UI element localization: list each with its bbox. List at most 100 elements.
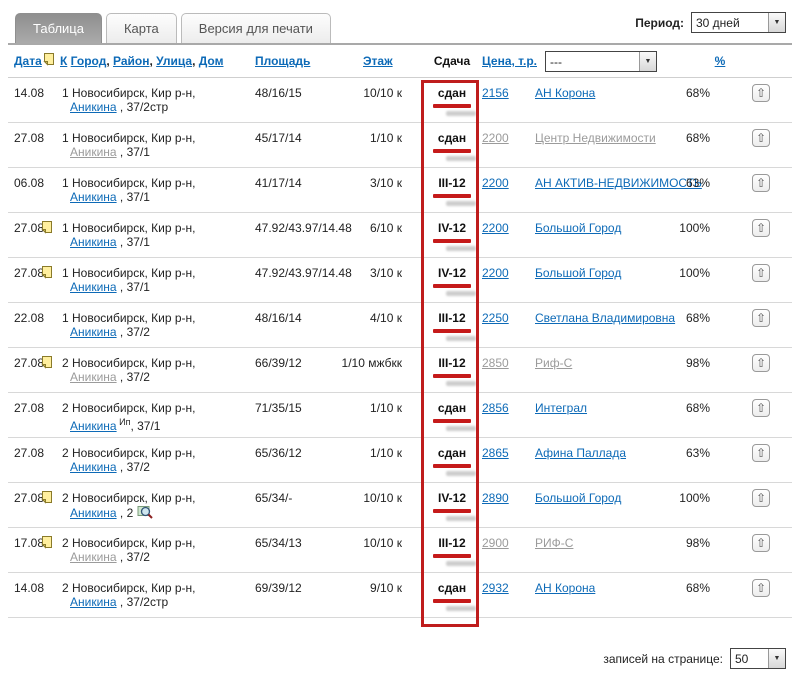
header-floor-link[interactable]: Этаж xyxy=(363,54,393,68)
photo-zoom-icon[interactable] xyxy=(137,506,153,520)
header-area-link[interactable]: Площадь xyxy=(255,54,311,68)
period-select-value: 30 дней xyxy=(696,16,740,30)
price-link[interactable]: 2900 xyxy=(482,536,509,550)
agency-link[interactable]: Большой Город xyxy=(535,491,622,505)
agency-filter-select[interactable]: --- ▼ xyxy=(545,51,657,72)
price-link[interactable]: 2156 xyxy=(482,86,509,100)
address-cell: 2 Новосибирск, Кир р-н, Аникина , 37/2стр xyxy=(62,581,252,609)
agency-link[interactable]: Большой Город xyxy=(535,266,622,280)
agency-link[interactable]: Афина Паллада xyxy=(535,446,627,460)
doc-note-icon xyxy=(41,220,53,237)
agency-link[interactable]: Большой Город xyxy=(535,221,622,235)
agency-link[interactable]: Интеграл xyxy=(535,401,588,415)
address-line2: Аникина , 37/1 xyxy=(70,280,150,294)
action-cell: ⇧ xyxy=(752,264,770,282)
agency-link[interactable]: РИФ-С xyxy=(535,536,574,550)
price-link[interactable]: 2200 xyxy=(482,176,509,190)
raise-listing-button[interactable]: ⇧ xyxy=(752,444,770,462)
street-link[interactable]: Аникина xyxy=(70,370,117,384)
street-link[interactable]: Аникина xyxy=(70,235,117,249)
price-link[interactable]: 2200 xyxy=(482,131,509,145)
street-link[interactable]: Аникина xyxy=(70,419,117,433)
address-line1: 1 Новосибирск, Кир р-н, xyxy=(62,221,196,235)
price-link[interactable]: 2200 xyxy=(482,266,509,280)
street-link[interactable]: Аникина xyxy=(70,595,117,609)
agency-link[interactable]: Риф-С xyxy=(535,356,573,370)
street-link[interactable]: Аникина xyxy=(70,100,117,114)
area-cell: 69/39/12 xyxy=(255,581,302,595)
chevron-down-icon: ▼ xyxy=(639,52,656,71)
action-cell: ⇧ xyxy=(752,399,770,417)
raise-listing-button[interactable]: ⇧ xyxy=(752,354,770,372)
status-value: III-12 xyxy=(438,356,466,370)
street-link[interactable]: Аникина xyxy=(70,190,117,204)
tab-bar: Таблица Карта Версия для печати xyxy=(15,13,331,44)
street-superscript: Ип xyxy=(116,417,131,427)
price-link[interactable]: 2250 xyxy=(482,311,509,325)
agency-link[interactable]: Светлана Владимировна xyxy=(535,311,676,325)
status-cell: IV-12 xyxy=(424,491,480,521)
agency-link[interactable]: АН Корона xyxy=(535,581,596,595)
tab-table[interactable]: Таблица xyxy=(15,13,102,44)
price-link[interactable]: 2932 xyxy=(482,581,509,595)
raise-listing-button[interactable]: ⇧ xyxy=(752,309,770,327)
agency-link[interactable]: Центр Недвижимости xyxy=(535,131,656,145)
raise-listing-button[interactable]: ⇧ xyxy=(752,219,770,237)
status-cell: IV-12 xyxy=(424,266,480,296)
price-link[interactable]: 2890 xyxy=(482,491,509,505)
header-address-links: К Город, Район, Улица, Дом xyxy=(60,54,224,68)
address-line2: Аникина , 37/2 xyxy=(70,550,150,564)
agency-link[interactable]: АН Корона xyxy=(535,86,596,100)
annotation-underline-shadow xyxy=(446,201,476,206)
price-link[interactable]: 2865 xyxy=(482,446,509,460)
raise-listing-button[interactable]: ⇧ xyxy=(752,399,770,417)
table-row: 14.08 1 Новосибирск, Кир р-н, Аникина , 37… xyxy=(0,78,800,123)
header-k-link[interactable]: К xyxy=(60,54,68,68)
price-link[interactable]: 2850 xyxy=(482,356,509,370)
status-value: сдан xyxy=(437,131,467,145)
date-cell: 27.08 xyxy=(14,491,45,505)
header-percent-link[interactable]: % xyxy=(714,54,726,68)
street-link[interactable]: Аникина xyxy=(70,550,117,564)
raise-listing-button[interactable]: ⇧ xyxy=(752,84,770,102)
floor-cell: 3/10 к xyxy=(370,266,402,280)
header-address-link[interactable]: Дом xyxy=(198,54,224,68)
agency-link[interactable]: АН АКТИВ-НЕДВИЖИМОСТЬ xyxy=(535,176,702,190)
status-value: IV-12 xyxy=(437,221,467,235)
raise-listing-button[interactable]: ⇧ xyxy=(752,264,770,282)
price-link[interactable]: 2200 xyxy=(482,221,509,235)
raise-listing-button[interactable]: ⇧ xyxy=(752,489,770,507)
header-address-link[interactable]: Город xyxy=(70,54,107,68)
header-address-link[interactable]: Улица xyxy=(156,54,193,68)
percent-cell: 68% xyxy=(685,131,710,145)
annotation-underline-shadow xyxy=(446,561,476,566)
header-date-link[interactable]: Дата xyxy=(14,54,42,68)
raise-listing-button[interactable]: ⇧ xyxy=(752,129,770,147)
annotation-underline-shadow xyxy=(446,111,476,116)
street-link[interactable]: Аникина xyxy=(70,145,117,159)
street-link[interactable]: Аникина xyxy=(70,460,117,474)
address-line1: 2 Новосибирск, Кир р-н, xyxy=(62,536,196,550)
page-size-value: 50 xyxy=(735,652,749,666)
street-link[interactable]: Аникина xyxy=(70,280,117,294)
raise-listing-button[interactable]: ⇧ xyxy=(752,534,770,552)
annotation-underline xyxy=(433,284,471,288)
tab-print-version[interactable]: Версия для печати xyxy=(180,13,331,44)
percent-cell: 100% xyxy=(679,491,710,505)
period-select[interactable]: 30 дней ▼ xyxy=(691,12,786,33)
tab-map[interactable]: Карта xyxy=(105,13,177,44)
status-value: IV-12 xyxy=(437,266,467,280)
street-link[interactable]: Аникина xyxy=(70,506,117,520)
raise-listing-button[interactable]: ⇧ xyxy=(752,174,770,192)
annotation-underline xyxy=(433,149,471,153)
area-cell: 48/16/14 xyxy=(255,311,302,325)
header-address-link[interactable]: Район xyxy=(113,54,150,68)
address-cell: 1 Новосибирск, Кир р-н, Аникина , 37/2стр xyxy=(62,86,252,114)
annotation-underline xyxy=(433,374,471,378)
area-cell: 65/34/13 xyxy=(255,536,302,550)
price-link[interactable]: 2856 xyxy=(482,401,509,415)
raise-listing-button[interactable]: ⇧ xyxy=(752,579,770,597)
header-price-link[interactable]: Цена, т.р. xyxy=(482,54,537,68)
page-size-select[interactable]: 50 ▼ xyxy=(730,648,786,669)
street-link[interactable]: Аникина xyxy=(70,325,117,339)
